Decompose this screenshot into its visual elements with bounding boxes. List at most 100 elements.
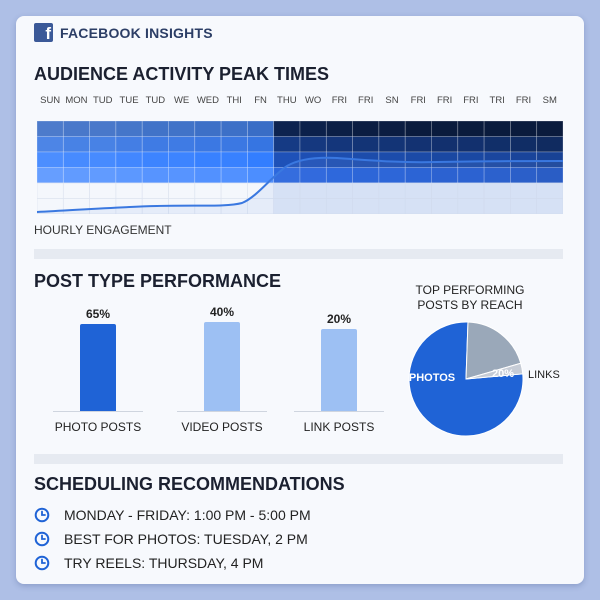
- heatmap-cell: [220, 151, 248, 168]
- bar-value-label: 40%: [209, 305, 235, 319]
- heatmap-cell: [220, 182, 248, 199]
- engagement-area: [37, 157, 563, 214]
- bar-value-label: 20%: [326, 312, 352, 326]
- heatmap-cell: [115, 136, 143, 153]
- hourly-engagement-label: HOURLY ENGAGEMENT: [34, 223, 172, 237]
- clock-icon: [34, 531, 50, 547]
- heatmap-cell: [36, 120, 64, 137]
- bar-category-label: LINK POSTS: [303, 420, 375, 434]
- heatmap-cell: [247, 136, 275, 153]
- heatmap-cell: [115, 167, 143, 184]
- heatmap-cell: [510, 136, 538, 153]
- day-label: FRI: [410, 95, 426, 106]
- insights-card: [16, 16, 584, 584]
- heatmap-cell: [62, 120, 90, 137]
- bar-value-label: 65%: [85, 307, 111, 321]
- bar-baseline: [177, 411, 267, 412]
- heatmap-cell: [247, 151, 275, 168]
- heatmap-cell: [168, 151, 196, 168]
- activity-section-title: AUDIENCE ACTIVITY PEAK TIMES: [34, 64, 330, 84]
- recommendation-item: BEST FOR PHOTOS: TUESDAY, 2 PM: [34, 531, 308, 547]
- heatmap-cell: [36, 151, 64, 168]
- day-label: TUE: [119, 95, 139, 106]
- heatmap-cell: [62, 136, 90, 153]
- pie-slice: [465, 362, 524, 380]
- heatmap-cell: [62, 151, 90, 168]
- pie-links-label: LINKS: [528, 369, 560, 381]
- heatmap-cell: [194, 120, 222, 137]
- heatmap-cell: [247, 120, 275, 137]
- heatmap-cell: [457, 136, 485, 153]
- day-label: SM: [542, 95, 557, 106]
- heatmap-cell: [325, 136, 353, 153]
- section-divider: [34, 249, 563, 259]
- clock-icon: [34, 507, 50, 523]
- day-label: WE: [173, 95, 190, 106]
- recommendation-text: BEST FOR PHOTOS: TUESDAY, 2 PM: [64, 531, 308, 547]
- clock-icon: [34, 555, 50, 571]
- day-label: TUD: [92, 95, 113, 106]
- heatmap-cell: [36, 136, 64, 153]
- reach-pie-chart: PHOTOS 20%: [406, 319, 526, 439]
- heatmap-cell: [273, 120, 301, 137]
- day-label: THU: [277, 95, 297, 106]
- heatmap-cell: [141, 120, 169, 137]
- post-type-section-title: POST TYPE PERFORMANCE: [34, 271, 282, 291]
- bar-baseline: [53, 411, 143, 412]
- activity-heatmap: [36, 120, 564, 215]
- heatmap-cell: [141, 151, 169, 168]
- heatmap-cell: [536, 120, 564, 137]
- pie-chart-title: TOP PERFORMING POSTS BY REACH: [408, 283, 532, 313]
- day-labels-row: SUN MON TUD TUE TUD WE WED THI FN THU WO FRI FRI SN FR…: [37, 95, 563, 109]
- heatmap-cell: [194, 151, 222, 168]
- day-label: WO: [304, 95, 322, 106]
- day-label: FRI: [436, 95, 453, 106]
- heatmap-cell: [168, 120, 196, 137]
- day-label: FRI: [463, 95, 479, 106]
- day-label: THI: [226, 95, 242, 106]
- heatmap-cell: [89, 151, 117, 168]
- heatmap-cell: [378, 136, 406, 153]
- pie-title-line-1: TOP PERFORMING: [415, 283, 525, 297]
- heatmap-cell: [115, 182, 143, 199]
- recommendation-item: MONDAY - FRIDAY: 1:00 PM - 5:00 PM: [34, 507, 311, 523]
- heatmap-cell: [168, 167, 196, 184]
- recommendation-text: MONDAY - FRIDAY: 1:00 PM - 5:00 PM: [64, 507, 311, 523]
- heatmap-cell: [299, 136, 327, 153]
- day-label: TRI: [489, 95, 505, 106]
- heatmap-cell: [89, 120, 117, 137]
- day-label: SN: [385, 95, 399, 106]
- day-label: SUN: [40, 95, 61, 106]
- scheduling-section-title: SCHEDULING RECOMMENDATIONS: [34, 474, 345, 494]
- heatmap-cell: [220, 136, 248, 153]
- heatmap-cell: [273, 136, 301, 153]
- bar-1: [204, 322, 240, 411]
- heatmap-cell: [299, 120, 327, 137]
- heatmap-cell: [536, 136, 564, 153]
- day-label: FRI: [515, 95, 532, 106]
- heatmap-cell: [404, 136, 432, 153]
- heatmap-cell: [378, 120, 406, 137]
- heatmap-cell: [36, 167, 64, 184]
- day-label: WED: [196, 95, 220, 106]
- section-divider: [34, 454, 563, 464]
- heatmap-cell: [168, 136, 196, 153]
- heatmap-cell: [510, 120, 538, 137]
- brand-header: f FACEBOOK INSIGHTS: [34, 23, 213, 42]
- heatmap-cell: [352, 136, 380, 153]
- heatmap-cell: [483, 136, 511, 153]
- heatmap-cell: [404, 120, 432, 137]
- pie-slice-label: 20%: [492, 368, 514, 380]
- heatmap-cell: [457, 120, 485, 137]
- day-label: FRI: [358, 95, 374, 106]
- recommendation-item: TRY REELS: THURSDAY, 4 PM: [34, 555, 263, 571]
- day-label: MON: [65, 95, 88, 106]
- heatmap-cell: [431, 120, 459, 137]
- heatmap-cell: [62, 167, 90, 184]
- heatmap-cell: [483, 120, 511, 137]
- heatmap-cell: [220, 120, 248, 137]
- heatmap-cell: [325, 120, 353, 137]
- bar-category-label: PHOTO POSTS: [54, 420, 142, 434]
- heatmap-cell: [141, 182, 169, 199]
- engagement-curve: [36, 156, 564, 213]
